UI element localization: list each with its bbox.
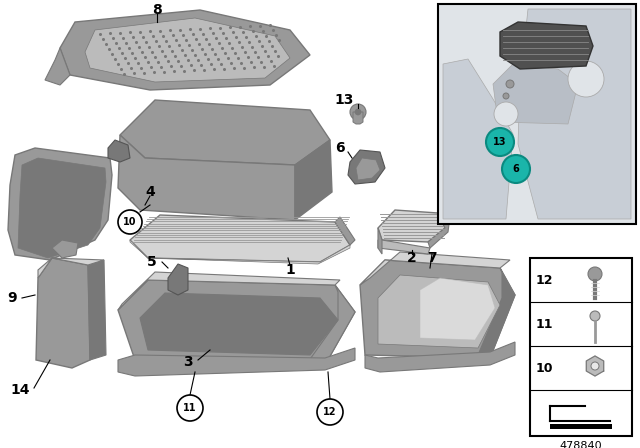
Bar xyxy=(550,424,612,429)
Circle shape xyxy=(350,104,366,120)
Polygon shape xyxy=(36,258,90,368)
Polygon shape xyxy=(120,100,330,165)
Polygon shape xyxy=(420,278,495,340)
Polygon shape xyxy=(108,140,130,162)
Text: 13: 13 xyxy=(334,93,354,107)
Polygon shape xyxy=(60,10,310,90)
Polygon shape xyxy=(45,48,70,85)
Polygon shape xyxy=(118,348,355,376)
Text: 11: 11 xyxy=(535,318,553,331)
Circle shape xyxy=(355,109,361,115)
Polygon shape xyxy=(85,18,290,82)
Text: 6: 6 xyxy=(335,141,345,155)
Polygon shape xyxy=(428,213,450,248)
Polygon shape xyxy=(356,158,380,180)
Polygon shape xyxy=(443,59,513,219)
Circle shape xyxy=(502,155,530,183)
Polygon shape xyxy=(500,22,593,69)
Circle shape xyxy=(568,61,604,97)
Text: 10: 10 xyxy=(124,217,137,227)
Text: 8: 8 xyxy=(152,3,162,17)
Polygon shape xyxy=(518,9,631,219)
Polygon shape xyxy=(586,356,604,376)
Polygon shape xyxy=(118,280,355,365)
Text: 10: 10 xyxy=(535,362,553,375)
Text: 9: 9 xyxy=(7,291,17,305)
Polygon shape xyxy=(360,260,515,358)
Text: 7: 7 xyxy=(427,251,437,265)
Polygon shape xyxy=(168,264,188,295)
Polygon shape xyxy=(118,135,295,220)
Circle shape xyxy=(503,93,509,99)
Polygon shape xyxy=(360,252,510,285)
Text: 1: 1 xyxy=(285,263,295,277)
Polygon shape xyxy=(493,64,578,124)
Text: 14: 14 xyxy=(10,383,29,397)
Text: 11: 11 xyxy=(183,403,196,413)
Polygon shape xyxy=(378,275,500,348)
Circle shape xyxy=(317,399,343,425)
Polygon shape xyxy=(378,210,445,242)
Polygon shape xyxy=(130,215,350,262)
Polygon shape xyxy=(88,260,106,360)
Text: 5: 5 xyxy=(147,255,157,269)
Bar xyxy=(438,4,636,224)
Circle shape xyxy=(506,80,514,88)
Circle shape xyxy=(177,395,203,421)
Text: 478840: 478840 xyxy=(560,441,602,448)
Polygon shape xyxy=(365,342,515,372)
Circle shape xyxy=(118,210,142,234)
Polygon shape xyxy=(130,240,350,264)
Polygon shape xyxy=(335,217,355,245)
Polygon shape xyxy=(308,285,355,365)
Polygon shape xyxy=(378,240,430,254)
Text: 6: 6 xyxy=(513,164,520,174)
Text: 13: 13 xyxy=(493,137,507,147)
Circle shape xyxy=(590,311,600,321)
Circle shape xyxy=(588,267,602,281)
Polygon shape xyxy=(348,150,385,184)
Text: 12: 12 xyxy=(323,407,337,417)
Text: 3: 3 xyxy=(183,355,193,369)
Polygon shape xyxy=(378,228,382,254)
Text: 4: 4 xyxy=(145,185,155,199)
Polygon shape xyxy=(353,112,363,124)
Polygon shape xyxy=(8,148,112,260)
Polygon shape xyxy=(118,272,340,310)
Text: 2: 2 xyxy=(407,251,417,265)
Circle shape xyxy=(494,102,518,126)
Circle shape xyxy=(591,362,599,370)
Polygon shape xyxy=(38,258,104,278)
Polygon shape xyxy=(18,158,106,258)
Polygon shape xyxy=(478,268,515,358)
Polygon shape xyxy=(140,293,338,355)
Polygon shape xyxy=(295,140,332,220)
Text: 12: 12 xyxy=(535,273,553,287)
Circle shape xyxy=(486,128,514,156)
Polygon shape xyxy=(52,240,78,258)
Bar xyxy=(530,258,632,436)
